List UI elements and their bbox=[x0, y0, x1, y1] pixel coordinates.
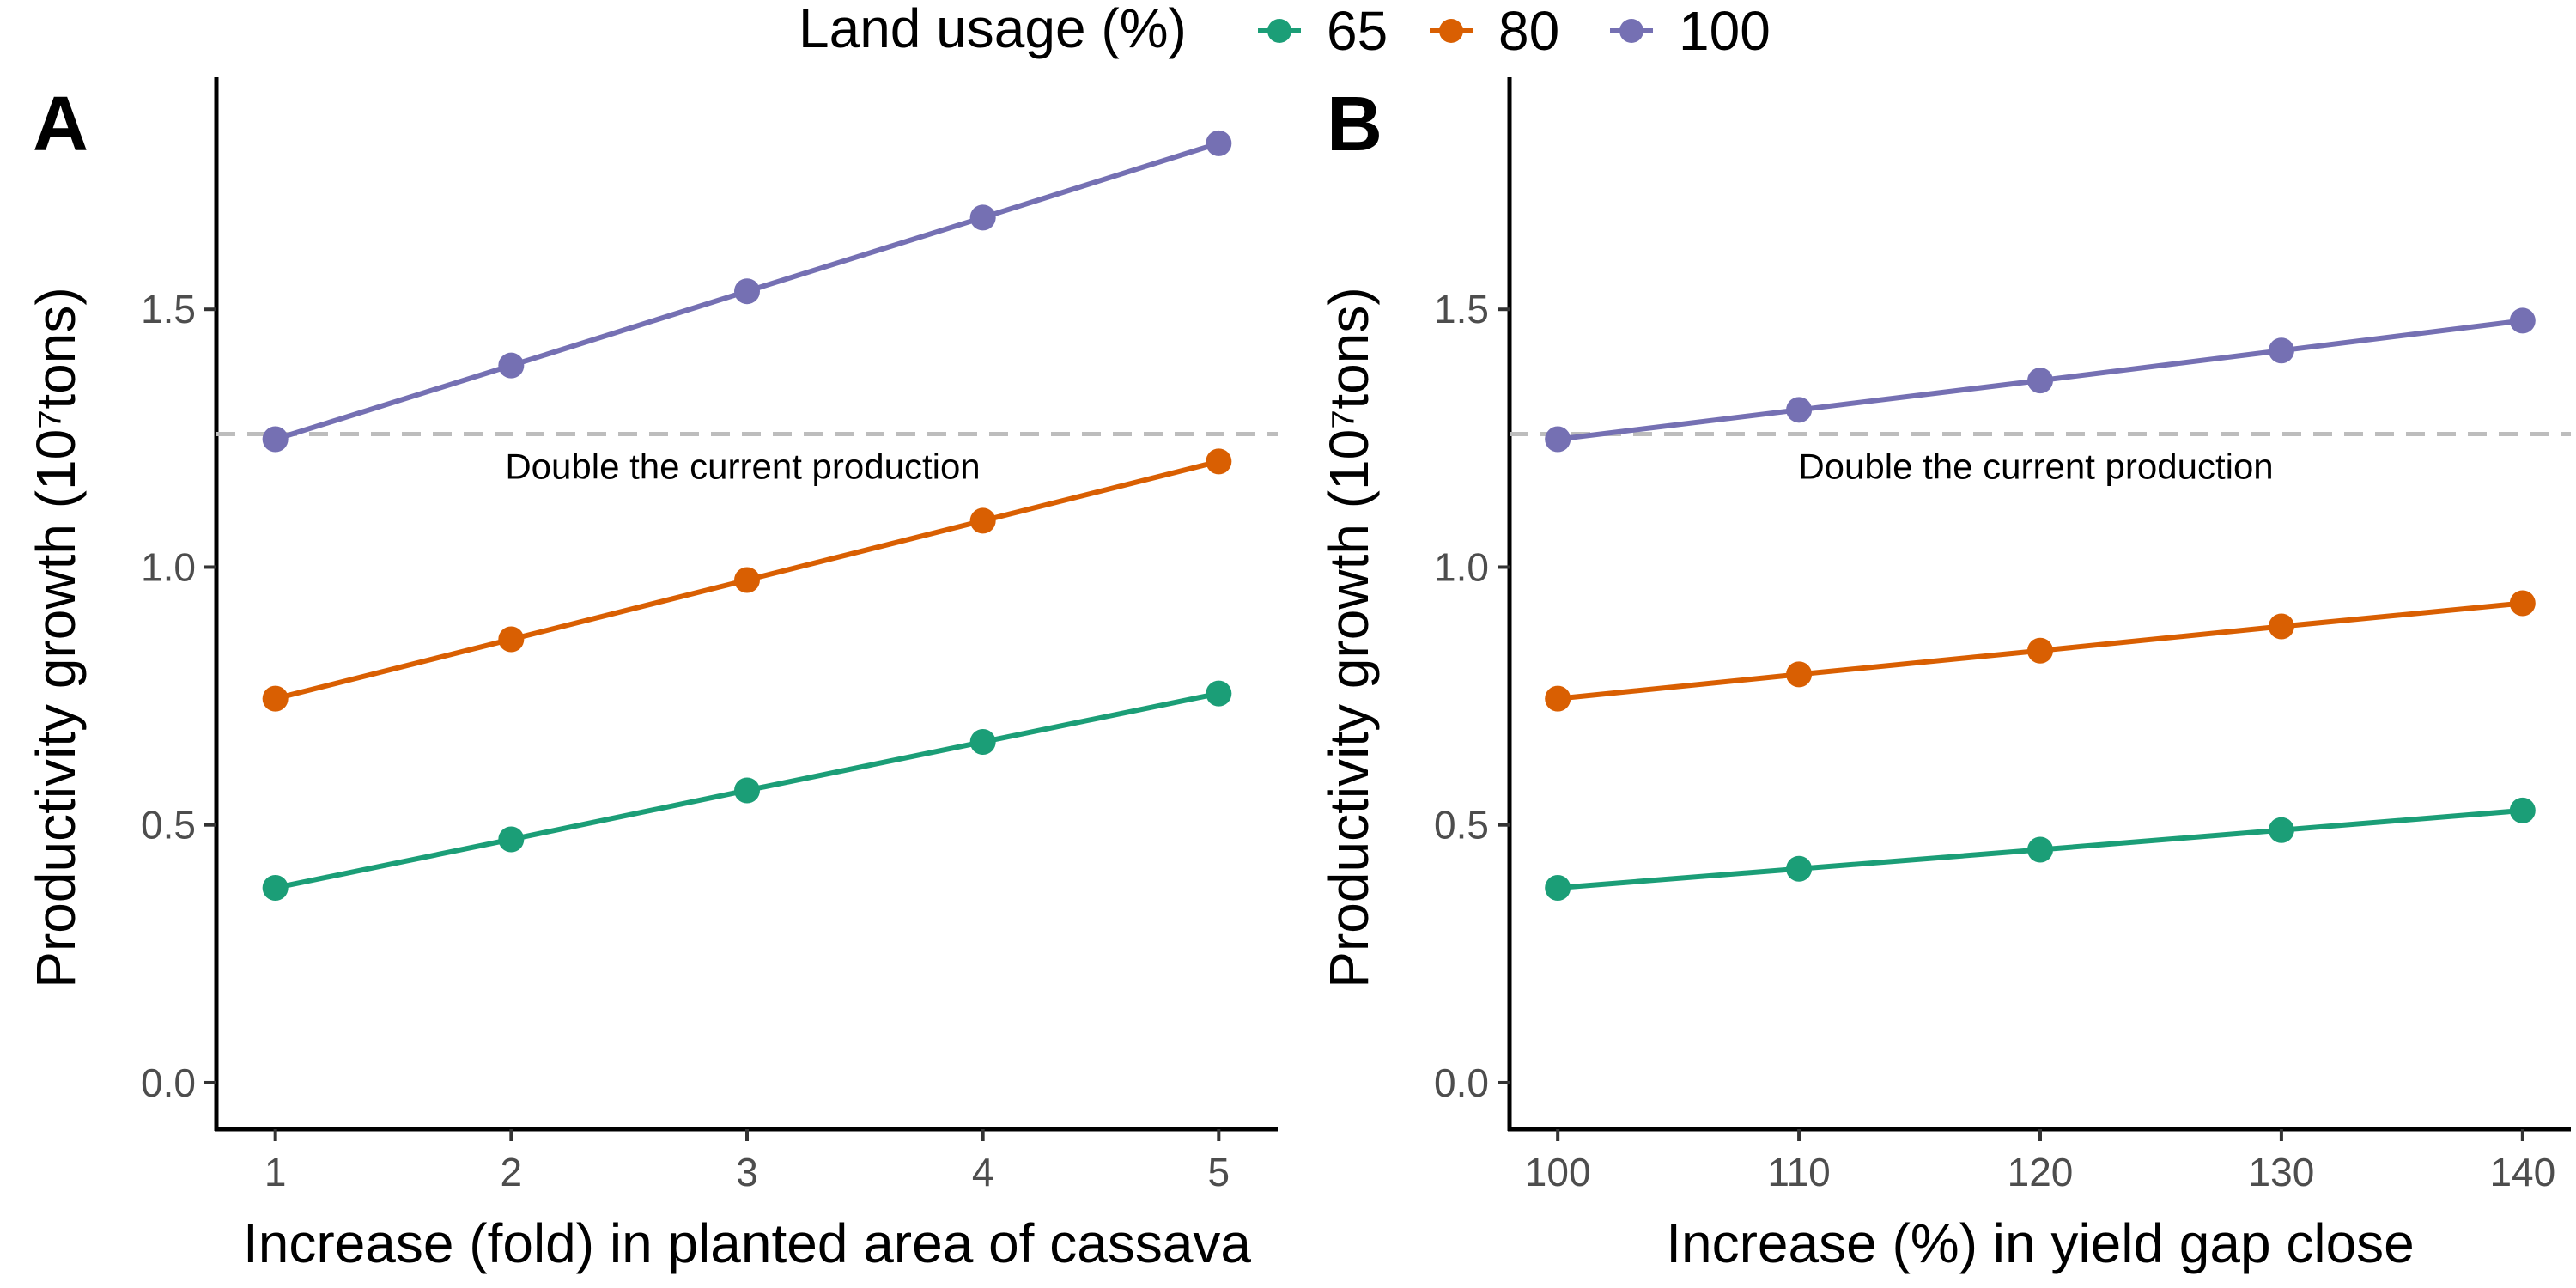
data-point-100 bbox=[262, 426, 289, 453]
data-point-65 bbox=[262, 874, 289, 901]
panel-a-axes: 0.0 0.5 1.0 1.5 1 2 3 4 5 bbox=[141, 77, 1278, 1194]
y-tick-label: 0.0 bbox=[1434, 1060, 1489, 1105]
data-point-65 bbox=[1786, 855, 1813, 882]
legend-label-100: 100 bbox=[1679, 0, 1771, 62]
data-point-100 bbox=[498, 352, 525, 379]
data-point-100 bbox=[1786, 397, 1813, 423]
data-point-100 bbox=[2027, 368, 2053, 394]
data-point-80 bbox=[734, 567, 760, 593]
y-tick-label: 1.0 bbox=[141, 544, 196, 589]
reference-label: Double the current production bbox=[505, 447, 980, 487]
y-tick-label: 0.5 bbox=[1434, 803, 1489, 848]
panel-b-reference: Double the current production bbox=[1510, 432, 2571, 487]
x-tick-label: 100 bbox=[1525, 1150, 1591, 1194]
reference-label: Double the current production bbox=[1798, 447, 2273, 487]
data-point-65 bbox=[2509, 797, 2536, 823]
data-point-100 bbox=[1545, 426, 1571, 453]
y-tick-label: 0.5 bbox=[141, 803, 196, 848]
y-axis-title: Productivity growth (10⁷tons) bbox=[25, 287, 87, 987]
legend-label-80: 80 bbox=[1498, 0, 1559, 62]
data-point-80 bbox=[1206, 448, 1232, 475]
panel-b-series bbox=[1545, 307, 2536, 901]
data-point-100 bbox=[2268, 337, 2294, 364]
x-axis-title: Increase (%) in yield gap close bbox=[1666, 1212, 2415, 1274]
legend-entry-80: 80 bbox=[1430, 0, 1559, 62]
panel-b-tag: B bbox=[1327, 82, 1382, 167]
panel-a-series bbox=[262, 130, 1232, 901]
x-tick-label: 4 bbox=[972, 1150, 994, 1194]
data-point-100 bbox=[1206, 130, 1232, 156]
x-tick-label: 140 bbox=[2489, 1150, 2555, 1194]
x-axis-title: Increase (fold) in planted area of cassa… bbox=[243, 1212, 1251, 1274]
data-point-100 bbox=[2509, 307, 2536, 334]
data-point-80 bbox=[1786, 661, 1813, 688]
data-point-80 bbox=[498, 626, 525, 653]
legend-entry-100: 100 bbox=[1610, 0, 1771, 62]
x-tick-label: 130 bbox=[2249, 1150, 2315, 1194]
y-tick-label: 0.0 bbox=[141, 1060, 196, 1105]
data-point-65 bbox=[2027, 836, 2053, 863]
data-point-65 bbox=[2268, 817, 2294, 843]
legend-label-65: 65 bbox=[1327, 0, 1388, 62]
data-point-80 bbox=[262, 685, 289, 712]
y-axis-title: Productivity growth (10⁷tons) bbox=[1318, 287, 1380, 987]
x-tick-label: 110 bbox=[1767, 1150, 1830, 1194]
data-point-80 bbox=[969, 507, 996, 534]
legend: Land usage (%) 65 80 100 bbox=[799, 0, 1771, 62]
x-tick-label: 2 bbox=[501, 1150, 523, 1194]
panel-a-reference: Double the current production bbox=[216, 432, 1278, 487]
x-tick-label: 120 bbox=[2008, 1150, 2074, 1194]
data-point-100 bbox=[969, 204, 996, 231]
legend-entry-65: 65 bbox=[1258, 0, 1388, 62]
x-tick-label: 1 bbox=[264, 1150, 287, 1194]
x-tick-label: 5 bbox=[1208, 1150, 1230, 1194]
data-point-80 bbox=[1545, 685, 1571, 712]
data-point-65 bbox=[969, 729, 996, 756]
legend-marker-80 bbox=[1439, 19, 1463, 43]
data-point-65 bbox=[1206, 680, 1232, 707]
data-point-65 bbox=[734, 777, 760, 804]
data-point-65 bbox=[498, 826, 525, 853]
y-tick-label: 1.5 bbox=[141, 287, 196, 331]
legend-marker-100 bbox=[1619, 19, 1643, 43]
y-tick-label: 1.0 bbox=[1434, 544, 1489, 589]
legend-marker-65 bbox=[1267, 19, 1291, 43]
y-tick-label: 1.5 bbox=[1434, 287, 1489, 331]
data-point-80 bbox=[2509, 590, 2536, 617]
panel-a-tag: A bbox=[33, 82, 88, 167]
data-point-65 bbox=[1545, 874, 1571, 901]
legend-title: Land usage (%) bbox=[799, 0, 1187, 59]
x-tick-label: 3 bbox=[736, 1150, 758, 1194]
panel-b-axes: 0.0 0.5 1.0 1.5 100 110 120 130 140 bbox=[1434, 77, 2571, 1194]
data-point-80 bbox=[2268, 613, 2294, 640]
panel-b: B 0.0 0.5 1.0 1.5 100 110 120 130 140 Double the… bbox=[1318, 77, 2571, 1274]
data-point-80 bbox=[2027, 637, 2053, 664]
data-point-100 bbox=[734, 278, 760, 305]
panel-a: A 0.0 0.5 1.0 1.5 1 2 3 4 5 Double the current p… bbox=[25, 77, 1278, 1274]
